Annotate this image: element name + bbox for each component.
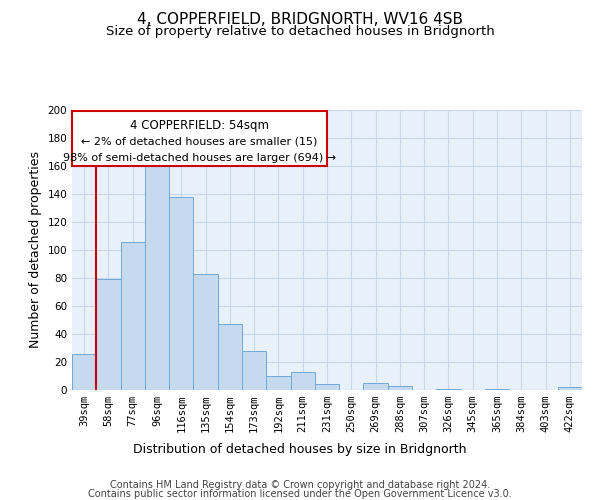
Bar	[485, 388, 509, 390]
Text: 98% of semi-detached houses are larger (694) →: 98% of semi-detached houses are larger (…	[63, 153, 336, 163]
Bar	[72, 354, 96, 390]
Bar	[364, 383, 388, 390]
Bar	[193, 274, 218, 390]
Bar	[96, 280, 121, 390]
Bar	[290, 372, 315, 390]
Y-axis label: Number of detached properties: Number of detached properties	[29, 152, 42, 348]
Bar	[315, 384, 339, 390]
Bar	[169, 197, 193, 390]
Bar	[121, 242, 145, 390]
Bar	[436, 388, 461, 390]
FancyBboxPatch shape	[72, 112, 327, 166]
Bar	[558, 387, 582, 390]
Bar	[218, 324, 242, 390]
Bar	[242, 351, 266, 390]
Bar	[145, 159, 169, 390]
Text: Size of property relative to detached houses in Bridgnorth: Size of property relative to detached ho…	[106, 25, 494, 38]
Text: 4 COPPERFIELD: 54sqm: 4 COPPERFIELD: 54sqm	[130, 118, 269, 132]
Text: Contains HM Land Registry data © Crown copyright and database right 2024.: Contains HM Land Registry data © Crown c…	[110, 480, 490, 490]
Text: Distribution of detached houses by size in Bridgnorth: Distribution of detached houses by size …	[133, 442, 467, 456]
Bar	[388, 386, 412, 390]
Text: ← 2% of detached houses are smaller (15): ← 2% of detached houses are smaller (15)	[82, 136, 317, 146]
Text: Contains public sector information licensed under the Open Government Licence v3: Contains public sector information licen…	[88, 489, 512, 499]
Bar	[266, 376, 290, 390]
Text: 4, COPPERFIELD, BRIDGNORTH, WV16 4SB: 4, COPPERFIELD, BRIDGNORTH, WV16 4SB	[137, 12, 463, 28]
